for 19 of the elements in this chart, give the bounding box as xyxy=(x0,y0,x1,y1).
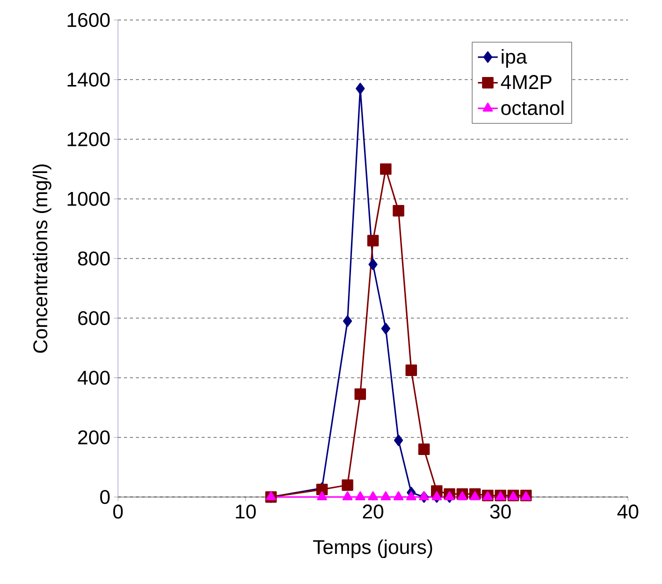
y-tick-label: 800 xyxy=(78,251,110,266)
y-tick-label: 1200 xyxy=(68,132,110,146)
legend-label: octanol xyxy=(501,100,564,116)
x-tick-label: 10 xyxy=(236,504,256,519)
y-tick-label: 200 xyxy=(78,430,110,444)
x-tick-label: 30 xyxy=(490,504,511,519)
y-tick-label: 1400 xyxy=(68,72,110,87)
x-tick-label: 40 xyxy=(617,504,638,519)
y-axis-title: Concentrations (mg/l) xyxy=(32,164,52,353)
x-tick-label: 0 xyxy=(113,504,123,519)
x-tick-label: 20 xyxy=(362,504,384,519)
y-tick-label: 1000 xyxy=(68,192,110,206)
y-tick-label: 0 xyxy=(100,490,110,504)
x-axis-title: Temps (jours) xyxy=(313,539,432,558)
y-tick-label: 400 xyxy=(78,370,110,385)
y-tick-label: 600 xyxy=(78,311,110,326)
legend-label: 4M2P xyxy=(500,75,552,89)
legend-label: ipa xyxy=(502,49,528,68)
y-tick-label: 1600 xyxy=(68,12,110,28)
